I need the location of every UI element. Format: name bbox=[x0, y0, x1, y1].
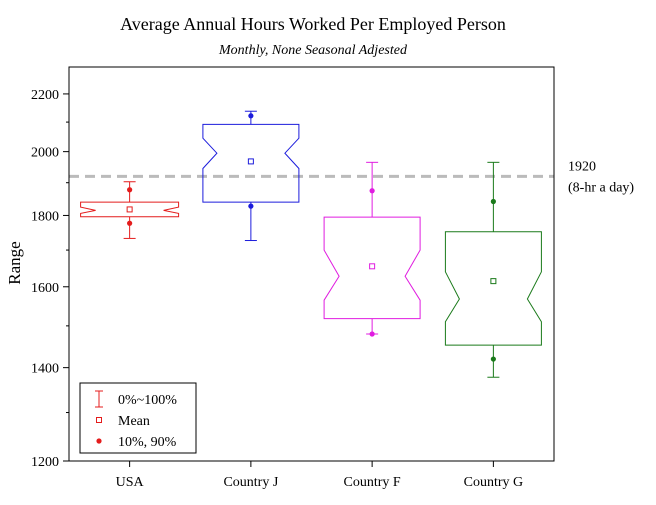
box-country-j bbox=[202, 110, 300, 242]
p10-marker bbox=[369, 331, 375, 337]
box-country-f bbox=[323, 161, 421, 337]
p10-marker bbox=[490, 356, 496, 362]
y-tick-label: 2000 bbox=[31, 146, 59, 161]
x-tick-label: Country F bbox=[344, 475, 401, 490]
p90-marker bbox=[248, 113, 254, 119]
notched-box bbox=[80, 201, 180, 218]
x-tick-label: Country G bbox=[464, 475, 524, 490]
y-tick-label: 1800 bbox=[31, 209, 59, 224]
mean-marker bbox=[490, 278, 497, 285]
chart-subtitle: Monthly, None Seasonal Adjested bbox=[218, 43, 408, 58]
y-tick-label: 1200 bbox=[31, 455, 59, 470]
y-tick-label: 2200 bbox=[31, 88, 59, 103]
notched-box bbox=[444, 231, 542, 346]
notched-box bbox=[202, 123, 300, 203]
box-usa bbox=[80, 181, 180, 239]
p90-marker bbox=[369, 188, 375, 194]
legend: 0%~100% Mean 10%, 90% bbox=[79, 382, 197, 454]
legend-label: Mean bbox=[118, 414, 150, 429]
notched-box bbox=[323, 216, 421, 320]
p90-marker bbox=[127, 187, 133, 193]
y-axis-label: Range bbox=[5, 241, 24, 284]
legend-label: 10%, 90% bbox=[118, 435, 177, 450]
p10-marker bbox=[248, 203, 254, 209]
chart-title: Average Annual Hours Worked Per Employed… bbox=[120, 14, 506, 34]
x-tick-label: Country J bbox=[223, 475, 278, 490]
legend-label: 0%~100% bbox=[118, 393, 177, 408]
mean-marker bbox=[369, 263, 376, 270]
plot-frame bbox=[68, 66, 555, 462]
mean-marker bbox=[126, 206, 133, 213]
legend-dot-icon bbox=[96, 438, 102, 444]
p10-marker bbox=[127, 220, 133, 226]
x-tick-label: USA bbox=[116, 475, 145, 490]
y-tick-label: 1400 bbox=[31, 362, 59, 377]
y-tick-label: 1600 bbox=[31, 281, 59, 296]
reference-line-label: (8-hr a day) bbox=[568, 180, 634, 195]
reference-line-label: 1920 bbox=[568, 159, 596, 174]
mean-marker bbox=[247, 158, 254, 165]
legend-mean-icon bbox=[96, 417, 102, 423]
box-country-g bbox=[444, 161, 542, 378]
p90-marker bbox=[490, 198, 496, 205]
